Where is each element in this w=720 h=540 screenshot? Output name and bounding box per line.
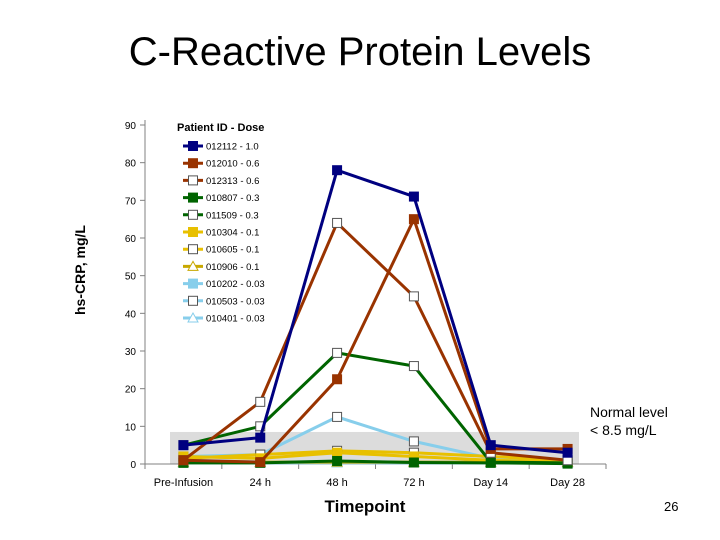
legend-title: Patient ID - Dose [177, 122, 265, 134]
x-tick-label: Day 28 [550, 477, 585, 489]
legend-swatch-marker [188, 209, 198, 220]
page-number: 26 [664, 499, 679, 514]
x-axis-label: Timepoint [324, 497, 406, 516]
y-tick-label: 50 [125, 272, 137, 283]
y-axis-label: hs-CRP, mg/L [72, 225, 88, 315]
legend-label: 012112 - 1.0 [206, 142, 259, 153]
series-line [183, 451, 568, 464]
y-tick-label: 30 [125, 347, 137, 358]
normal-level-note: Normal level < 8.5 mg/L [590, 403, 668, 439]
x-tick-label: Pre-Infusion [154, 477, 213, 489]
x-tick-label: 24 h [250, 477, 271, 489]
data-point [255, 457, 266, 468]
y-tick-label: 70 [125, 196, 137, 207]
legend-swatch-marker [188, 278, 198, 289]
chart-title: C-Reactive Protein Levels [128, 30, 592, 74]
data-point [485, 457, 496, 468]
legend-swatch-marker [187, 311, 199, 323]
y-tick-label: 0 [130, 460, 136, 471]
data-point [408, 436, 419, 447]
y-tick-label: 90 [125, 121, 137, 132]
data-point [332, 347, 343, 358]
legend-label: 010304 - 0.1 [206, 228, 259, 239]
legend-swatch-marker [188, 141, 198, 151]
data-point [255, 396, 266, 407]
legend-label: 012313 - 0.6 [206, 176, 259, 187]
data-point [332, 455, 343, 466]
y-tick-label: 60 [125, 234, 137, 245]
data-point [332, 374, 343, 385]
x-tick-label: Day 14 [473, 477, 508, 489]
data-point [408, 214, 419, 225]
series-line [183, 215, 568, 464]
data-point [562, 447, 573, 458]
x-tick-label: 72 h [403, 477, 424, 489]
data-point [408, 361, 419, 372]
data-point [178, 455, 189, 466]
normal-level-line2: < 8.5 mg/L [590, 422, 657, 438]
y-tick-label: 40 [125, 309, 137, 320]
data-point [178, 440, 189, 451]
legend-label: 010401 - 0.03 [206, 314, 265, 325]
series-line [182, 220, 568, 462]
data-point [485, 440, 496, 451]
legend-label: 010605 - 0.1 [206, 245, 259, 256]
legend-label: 011509 - 0.3 [206, 210, 259, 221]
data-point [332, 447, 343, 458]
data-point [332, 165, 343, 176]
y-tick-label: 20 [125, 385, 137, 396]
legend-label: 010202 - 0.03 [206, 279, 265, 290]
legend-swatch-marker [188, 227, 198, 237]
legend-swatch-marker [188, 158, 198, 169]
y-tick-label: 10 [125, 422, 137, 433]
x-tick-label: 48 h [326, 477, 347, 489]
data-point [332, 217, 343, 228]
data-point [255, 432, 266, 443]
series-line [183, 449, 568, 462]
y-tick-label: 80 [125, 159, 137, 170]
data-point [408, 457, 419, 468]
data-point [408, 191, 419, 202]
legend-swatch-marker [188, 192, 198, 203]
legend-swatch-marker [187, 260, 199, 271]
legend-label: 010807 - 0.3 [206, 193, 259, 204]
legend-label: 012010 - 0.6 [206, 159, 259, 170]
legend-label: 010503 - 0.03 [206, 296, 265, 307]
legend-label: 010906 - 0.1 [206, 262, 259, 273]
legend-swatch-marker [188, 175, 198, 186]
data-point [408, 291, 419, 302]
legend-swatch-marker [188, 244, 198, 255]
series-line [183, 168, 568, 455]
legend-swatch-marker [188, 295, 198, 306]
normal-level-line1: Normal level [590, 404, 668, 420]
data-point [332, 411, 343, 422]
